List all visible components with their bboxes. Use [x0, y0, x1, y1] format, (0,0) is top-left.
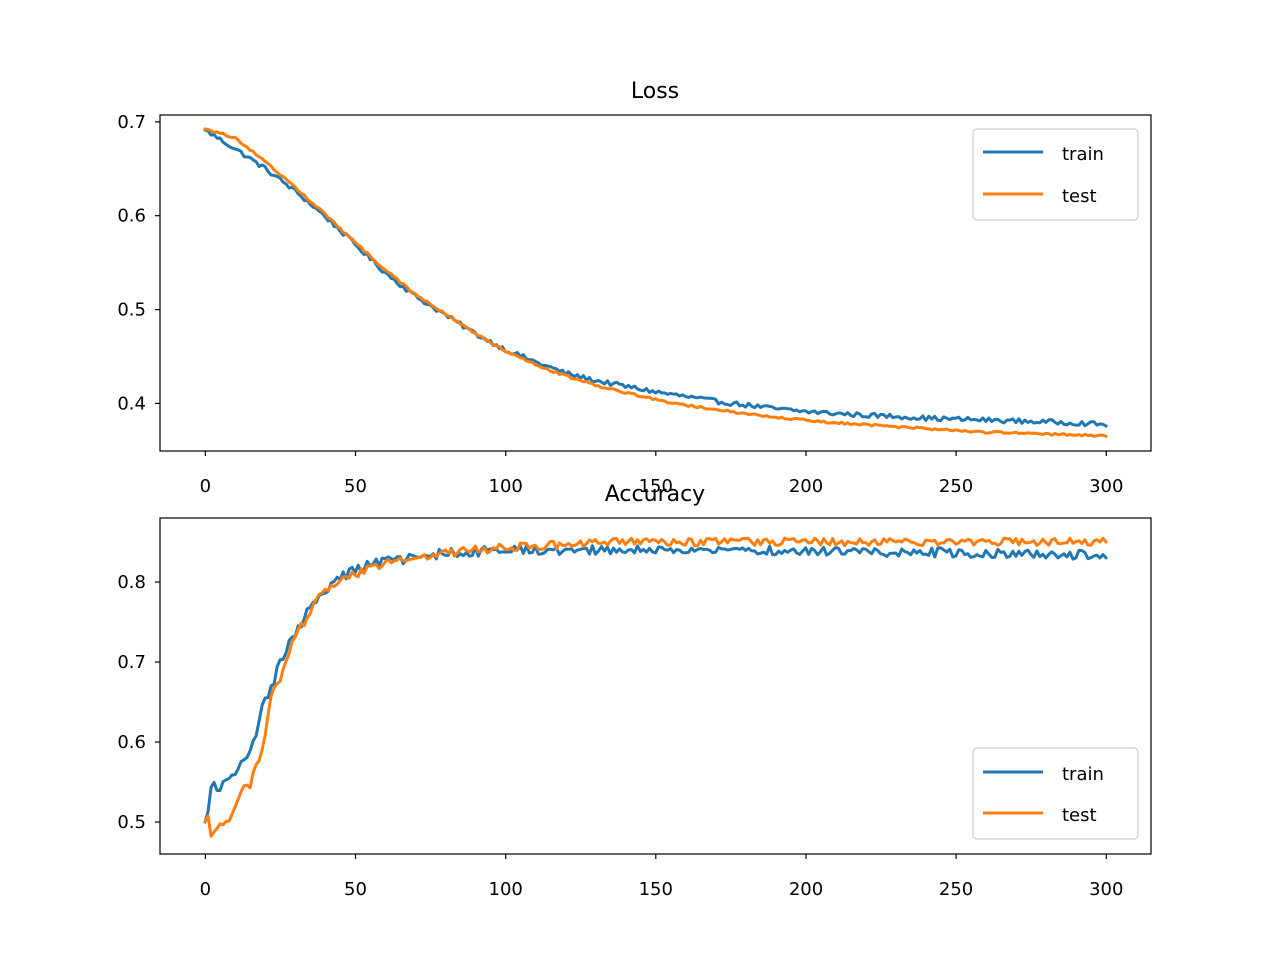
loss-y-tick-label: 0.7	[117, 112, 146, 133]
accuracy-x-tick-label: 0	[200, 879, 211, 900]
accuracy-legend-test-label: test	[1062, 805, 1097, 826]
accuracy-x-tick-label: 200	[789, 879, 823, 900]
accuracy-y-ticks: 0.5 0.6 0.7 0.8	[117, 572, 160, 833]
accuracy-x-tick-label: 300	[1089, 879, 1123, 900]
loss-x-tick-label: 100	[489, 476, 523, 497]
loss-x-tick-label: 150	[639, 476, 673, 497]
loss-legend: train test	[972, 128, 1139, 221]
accuracy-x-ticks: 0 50 100 150 200 250 300	[200, 854, 1123, 900]
accuracy-y-tick-label: 0.5	[117, 812, 146, 833]
loss-series-train-line	[203, 128, 1108, 429]
accuracy-x-tick-label: 150	[639, 879, 673, 900]
accuracy-y-tick-label: 0.6	[117, 732, 146, 753]
accuracy-legend-train-label: train	[1062, 764, 1104, 785]
accuracy-y-tick-label: 0.8	[117, 572, 146, 593]
accuracy-x-tick-label: 100	[489, 879, 523, 900]
loss-x-tick-label: 0	[200, 476, 211, 497]
loss-x-tick-label: 50	[344, 476, 367, 497]
accuracy-y-tick-label: 0.7	[117, 652, 146, 673]
accuracy-plot-area	[203, 536, 1109, 838]
loss-legend-test-label: test	[1062, 186, 1097, 207]
loss-x-tick-label: 200	[789, 476, 823, 497]
accuracy-legend-box	[972, 747, 1139, 840]
accuracy-series-test-line	[203, 536, 1109, 838]
loss-series-test-line	[203, 127, 1108, 439]
loss-x-ticks: 0 50 100 150 200 250 300	[200, 451, 1123, 497]
loss-chart-title: Loss	[631, 79, 679, 104]
loss-y-tick-label: 0.5	[117, 300, 146, 321]
loss-y-ticks: 0.4 0.5 0.6 0.7	[117, 112, 160, 414]
accuracy-chart: 0 50 100 150 200 250 300 0.5 0.6 0.7 0.8	[117, 482, 1152, 900]
loss-x-tick-label: 300	[1089, 476, 1123, 497]
accuracy-x-tick-label: 50	[344, 879, 367, 900]
accuracy-chart-title: Accuracy	[605, 482, 705, 507]
loss-legend-box	[972, 128, 1139, 221]
accuracy-x-tick-label: 250	[939, 879, 973, 900]
loss-x-tick-label: 250	[939, 476, 973, 497]
loss-y-tick-label: 0.4	[117, 393, 146, 414]
loss-legend-train-label: train	[1062, 144, 1104, 165]
loss-plot-area	[203, 127, 1108, 439]
loss-chart: Loss 0 50 100 150 200 250 300 0.4 0.5 0.…	[117, 79, 1152, 497]
accuracy-legend: train test	[972, 747, 1139, 840]
loss-y-tick-label: 0.6	[117, 206, 146, 227]
accuracy-series-train-line	[203, 544, 1109, 824]
